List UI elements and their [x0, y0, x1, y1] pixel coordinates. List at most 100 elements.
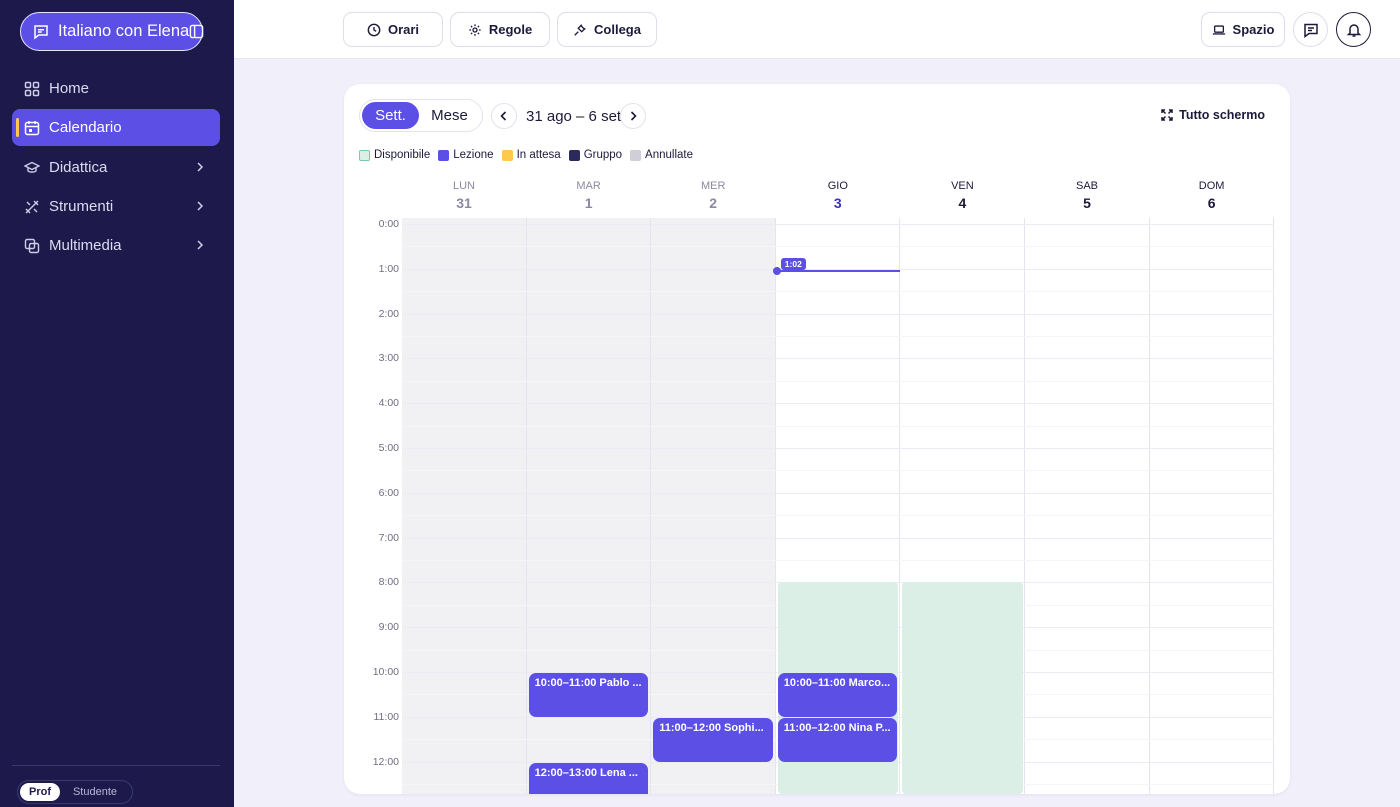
plug-icon — [574, 23, 586, 36]
legend-label: Annullate — [645, 149, 694, 161]
day-of-week: GIO — [827, 180, 848, 192]
day-number: 3 — [833, 195, 842, 211]
day-of-week: MER — [700, 180, 726, 192]
legend-item: In attesa — [501, 149, 561, 161]
hour-line — [402, 313, 1274, 315]
regole-label: Regole — [488, 22, 533, 37]
sidebar-item-multimedia[interactable]: Multimedia — [12, 227, 220, 264]
grid-icon — [24, 81, 40, 96]
media-icon — [24, 238, 40, 253]
sidebar-item-didattica[interactable]: Didattica — [12, 149, 220, 186]
lesson-event[interactable]: 10:00–11:00 Marco... — [777, 673, 898, 717]
lesson-event[interactable]: 11:00–12:00 Nina P... — [777, 717, 898, 762]
laptop-icon — [1212, 24, 1225, 35]
view-toggle[interactable]: Sett. Mese — [359, 99, 483, 132]
collega-label: Collega — [594, 22, 641, 37]
day-header-lun[interactable]: LUN 31 — [402, 180, 526, 211]
hour-line — [402, 246, 1274, 248]
availability-block[interactable] — [902, 582, 1023, 794]
sidebar-item-strumenti[interactable]: Strumenti — [12, 188, 220, 225]
legend-item: Gruppo — [568, 149, 622, 161]
spazio-label: Spazio — [1232, 22, 1275, 37]
regole-button[interactable]: Regole — [450, 12, 550, 47]
view-week-option[interactable]: Sett. — [362, 102, 420, 129]
chevron-right-icon — [197, 201, 204, 211]
sidebar-item-label: Multimedia — [49, 237, 122, 254]
orari-button[interactable]: Orari — [343, 12, 443, 47]
orari-label: Orari — [387, 22, 420, 37]
lesson-event[interactable]: 11:00–12:00 Sophi... — [653, 717, 773, 762]
top-bar: Orari Regole Collega Spazio — [234, 0, 1400, 59]
sidebar-item-label: Strumenti — [49, 198, 114, 215]
role-studente-option[interactable]: Studente — [72, 786, 118, 798]
gear-icon — [469, 23, 481, 36]
day-column[interactable] — [651, 218, 776, 794]
legend-label: Lezione — [453, 149, 494, 161]
time-label: 3:00 — [378, 352, 399, 365]
legend-swatch — [630, 149, 642, 161]
day-column[interactable] — [1025, 218, 1150, 794]
calendar-card: Sett. Mese 31 ago – 6 set Tutto schermo … — [344, 84, 1290, 794]
time-label: 12:00 — [372, 755, 399, 768]
sidebar-divider — [12, 765, 220, 766]
notifications-button[interactable] — [1336, 12, 1371, 47]
time-label: 0:00 — [378, 218, 399, 230]
brand-button[interactable]: Italiano con Elena — [20, 12, 204, 51]
sidebar-item-label: Didattica — [49, 159, 108, 176]
sidebar-collapse-icon[interactable] — [189, 24, 204, 39]
legend-item: Annullate — [630, 149, 693, 161]
clock-icon — [367, 23, 381, 36]
calendar-icon — [24, 120, 40, 135]
chevron-left-icon — [500, 111, 507, 121]
hour-line — [402, 515, 1274, 517]
collega-button[interactable]: Collega — [557, 12, 657, 47]
prev-week-button[interactable] — [491, 103, 517, 129]
sidebar-item-home[interactable]: Home — [12, 70, 220, 107]
chat-icon — [1303, 23, 1318, 38]
view-month-option[interactable]: Mese — [431, 107, 468, 124]
sidebar-item-calendario[interactable]: Calendario — [12, 109, 220, 146]
day-column[interactable] — [900, 218, 1025, 794]
role-prof-option[interactable]: Prof — [20, 783, 60, 801]
day-header-gio[interactable]: GIO 3 — [776, 180, 900, 211]
day-header-sab[interactable]: SAB 5 — [1025, 180, 1149, 211]
date-range-label: 31 ago – 6 set — [526, 108, 622, 125]
lesson-event[interactable]: 12:00–13:00 Lena ... — [528, 762, 649, 794]
day-number: 5 — [1083, 195, 1091, 211]
hour-line — [402, 537, 1274, 539]
sidebar: Italiano con Elena Home Calendario Didat… — [0, 0, 234, 807]
hour-line — [402, 380, 1274, 382]
day-number: 4 — [958, 195, 967, 211]
day-header-mar[interactable]: MAR 1 — [527, 180, 651, 211]
day-column[interactable] — [402, 218, 527, 794]
day-of-week: LUN — [452, 180, 475, 192]
day-of-week: MAR — [576, 180, 601, 192]
lesson-event[interactable]: 10:00–11:00 Pablo ... — [528, 673, 649, 717]
legend-swatch — [568, 149, 580, 161]
day-header-ven[interactable]: VEN 4 — [900, 180, 1024, 211]
brand-name: Italiano con Elena — [58, 22, 190, 40]
next-week-button[interactable] — [620, 103, 646, 129]
tools-icon — [25, 200, 39, 213]
day-header-mer[interactable]: MER 2 — [651, 180, 775, 211]
time-label: 1:00 — [378, 262, 399, 275]
legend-label: Disponibile — [374, 149, 431, 161]
hour-line — [402, 268, 1274, 270]
day-of-week: DOM — [1198, 180, 1225, 192]
legend-swatch — [359, 149, 370, 161]
day-header-dom[interactable]: DOM 6 — [1150, 180, 1274, 211]
legend-swatch — [501, 149, 513, 161]
day-of-week: VEN — [951, 180, 974, 192]
day-column[interactable] — [776, 218, 901, 794]
role-toggle[interactable]: Prof Studente — [17, 780, 133, 804]
hour-line — [402, 336, 1274, 337]
time-label: 8:00 — [378, 576, 399, 589]
hour-line — [402, 470, 1274, 472]
messages-button[interactable] — [1293, 12, 1328, 47]
fullscreen-button[interactable]: Tutto schermo — [1161, 108, 1265, 122]
day-column[interactable] — [1150, 218, 1275, 794]
day-of-week: SAB — [1075, 180, 1098, 192]
spazio-button[interactable]: Spazio — [1201, 12, 1285, 47]
hour-line — [402, 448, 1274, 449]
chat-icon — [34, 24, 48, 40]
